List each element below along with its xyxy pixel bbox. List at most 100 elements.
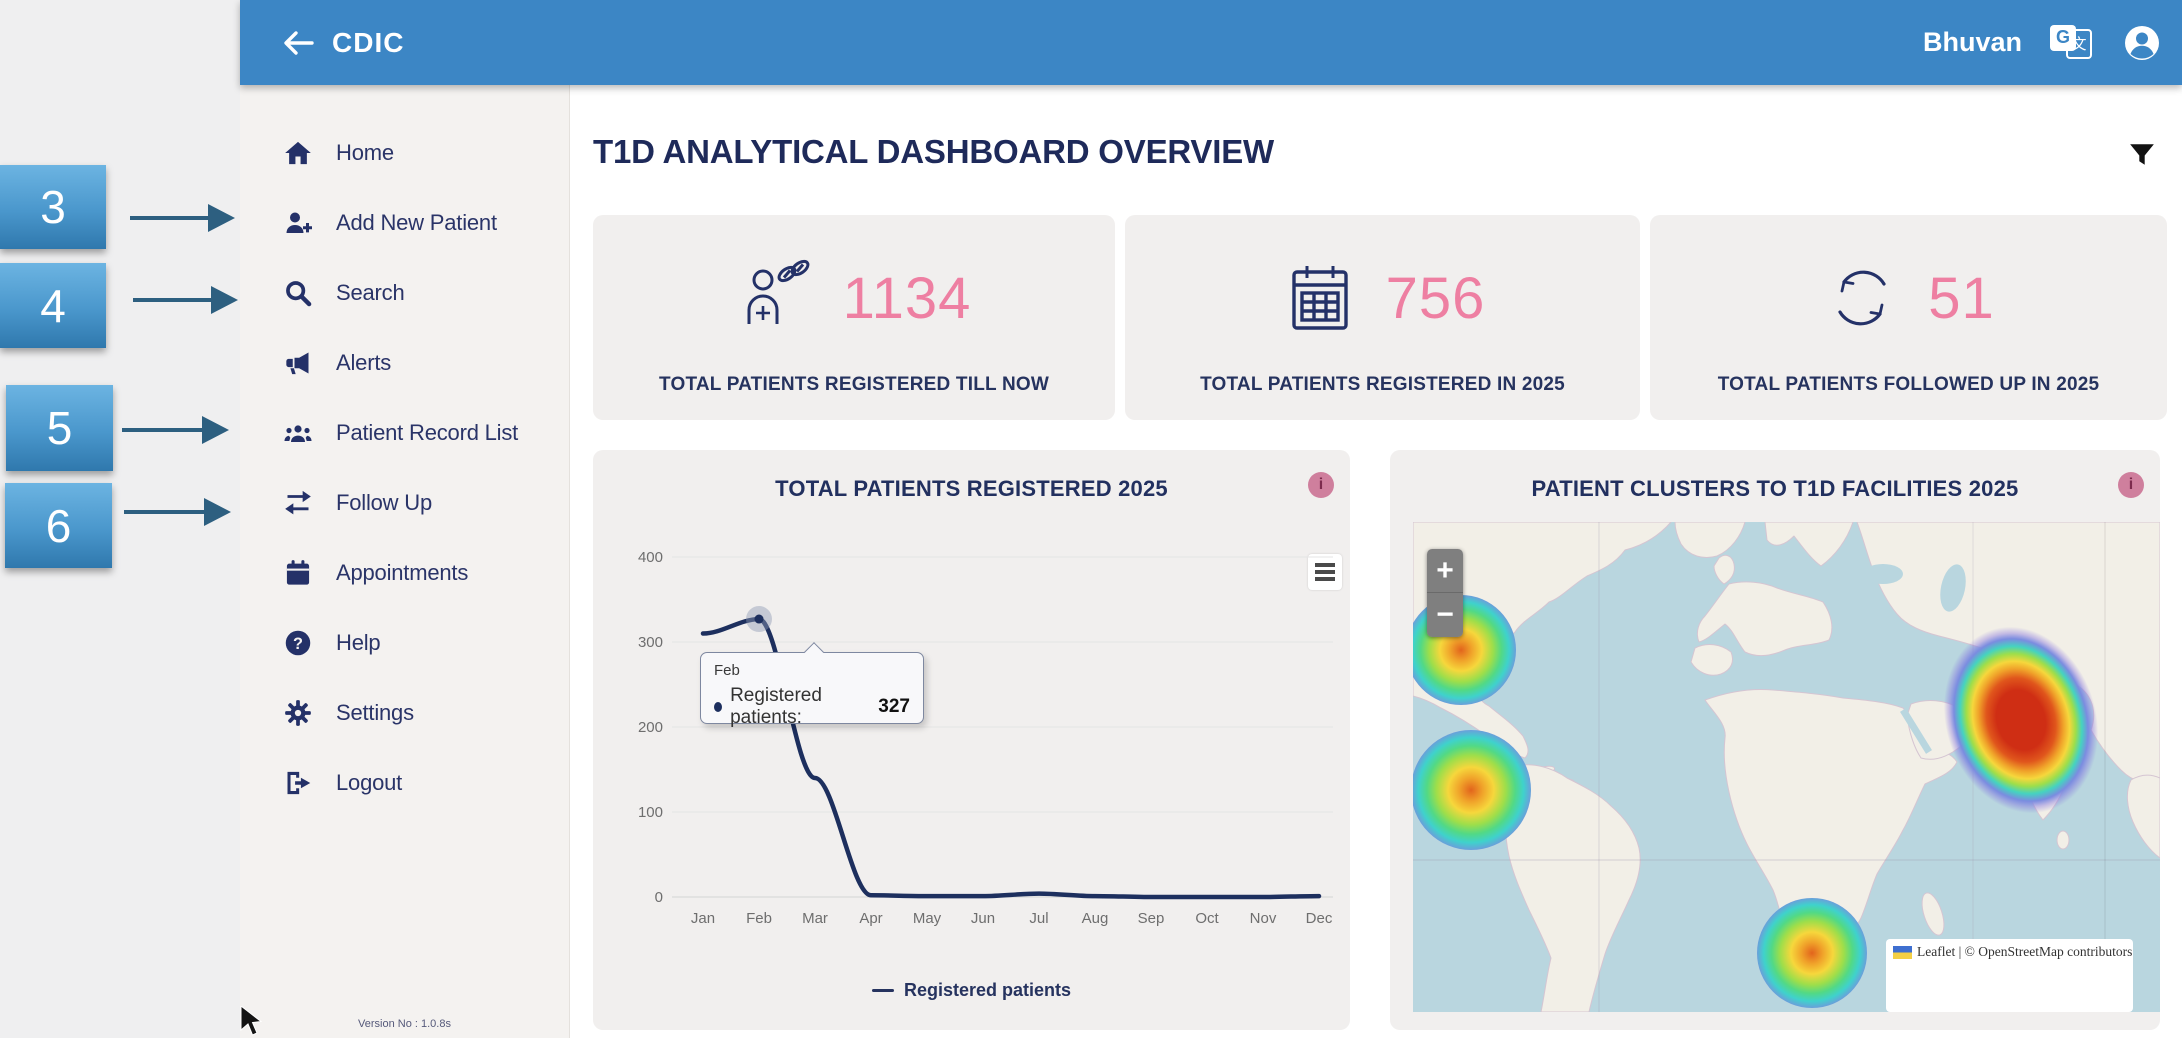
- sidebar-item-settings[interactable]: Settings: [284, 696, 414, 730]
- x-tick: Jan: [691, 910, 715, 927]
- back-button[interactable]: [278, 23, 318, 63]
- annotation-step-number: 4: [40, 279, 66, 332]
- annotation-arrow-4: [133, 286, 238, 314]
- sidebar-item-add-new-patient[interactable]: Add New Patient: [284, 206, 497, 240]
- attribution-text[interactable]: Leaflet | © OpenStreetMap contributors: [1917, 944, 2133, 959]
- stat-value: 1134: [842, 265, 972, 331]
- annotation-step-box-4: 4: [0, 263, 106, 348]
- chart-panel: TOTAL PATIENTS REGISTERED 2025 i 0 100 2…: [593, 450, 1350, 1030]
- sidebar-item-alerts[interactable]: Alerts: [284, 346, 391, 380]
- legend-label: Registered patients: [903, 980, 1072, 1000]
- sidebar-item-label: Add New Patient: [336, 210, 497, 235]
- legend-item-registered-patients[interactable]: Registered patients: [593, 980, 1350, 1001]
- gear-icon: [285, 700, 311, 726]
- leaflet-map[interactable]: + − Leaflet | © OpenStreetMap contributo…: [1413, 522, 2160, 1012]
- line-chart-plot: 0 100 200 300 400 Jan Feb Mar Apr May Ju…: [638, 549, 1333, 927]
- annotation-step-box-5: 5: [6, 385, 113, 471]
- swap-arrows-icon: [285, 490, 311, 515]
- sidebar-item-label: Home: [336, 140, 394, 165]
- stat-value: 756: [1385, 265, 1486, 331]
- account-circle-button[interactable]: [2122, 23, 2162, 63]
- annotation-step-number: 6: [45, 499, 72, 552]
- annotation-step-number: 3: [40, 181, 66, 233]
- map-panel: PATIENT CLUSTERS TO T1D FACILITIES 2025 …: [1390, 450, 2160, 1030]
- stat-card-total-registered: 1134 TOTAL PATIENTS REGISTERED TILL NOW: [593, 215, 1115, 420]
- map-title: PATIENT CLUSTERS TO T1D FACILITIES 2025: [1531, 476, 2019, 501]
- sidebar-item-label: Search: [336, 280, 405, 305]
- chart-tooltip: Feb Registered patients: 327: [700, 642, 924, 728]
- zoom-out-button[interactable]: −: [1427, 593, 1463, 637]
- sidebar-nav: Home Add New Patient Search: [240, 85, 570, 1038]
- top-app-bar: CDIC Bhuvan 文 G: [240, 0, 2182, 85]
- map-attribution: Leaflet | © OpenStreetMap contributors: [1886, 939, 2133, 1012]
- annotation-arrow-5: [122, 416, 229, 444]
- mouse-cursor: [240, 1006, 263, 1036]
- sidebar-item-appointments[interactable]: Appointments: [284, 556, 468, 590]
- x-tick: Mar: [802, 910, 828, 927]
- x-tick: Dec: [1306, 910, 1333, 927]
- svg-text:?: ?: [293, 635, 303, 653]
- version-label: Version No : 1.0.8s: [358, 1018, 451, 1030]
- sidebar-item-label: Alerts: [336, 350, 392, 375]
- x-tick: Nov: [1250, 910, 1277, 927]
- y-tick: 400: [638, 549, 663, 566]
- x-tick: Apr: [859, 910, 882, 927]
- zoom-in-button[interactable]: +: [1427, 549, 1463, 593]
- stat-card-registered-2025: 756 TOTAL PATIENTS REGISTERED IN 2025: [1125, 215, 1640, 420]
- arrow-left-icon: [284, 30, 314, 55]
- sidebar-item-search[interactable]: Search: [284, 276, 405, 310]
- x-tick: May: [913, 910, 942, 927]
- sidebar-item-help[interactable]: ? Help: [284, 626, 381, 660]
- chart-info-icon[interactable]: i: [1308, 472, 1334, 498]
- annotation-arrow-3: [130, 204, 235, 232]
- tooltip-series-bullet: [714, 702, 723, 712]
- map-zoom-control: + −: [1427, 549, 1463, 637]
- stat-label: TOTAL PATIENTS REGISTERED TILL NOW: [659, 374, 1049, 395]
- main-content: T1D ANALYTICAL DASHBOARD OVERVIEW: [570, 85, 2182, 1038]
- person-add-icon: [286, 212, 312, 233]
- chart-menu-button[interactable]: [1308, 554, 1342, 590]
- app-window: CDIC Bhuvan 文 G Home: [240, 0, 2182, 1038]
- app-title: CDIC: [332, 26, 405, 58]
- page-title: T1D ANALYTICAL DASHBOARD OVERVIEW: [593, 133, 1274, 170]
- filter-button[interactable]: [2128, 141, 2158, 171]
- stat-card-followed-up-2025: 51 TOTAL PATIENTS FOLLOWED UP IN 2025: [1650, 215, 2167, 420]
- hover-point: [754, 614, 764, 624]
- legend-marker: [871, 988, 894, 993]
- translate-button[interactable]: 文 G: [2050, 24, 2094, 61]
- sidebar-item-patient-record-list[interactable]: Patient Record List: [284, 416, 518, 450]
- people-icon: [284, 425, 312, 442]
- tooltip-value: 327: [878, 696, 910, 717]
- annotation-arrow-6: [124, 498, 231, 526]
- stat-value: 51: [1928, 265, 1995, 331]
- x-tick: Aug: [1082, 910, 1109, 927]
- sidebar-item-home[interactable]: Home: [284, 136, 394, 170]
- annotation-step-number: 5: [46, 402, 73, 454]
- sidebar-item-label: Patient Record List: [336, 420, 519, 445]
- annotation-step-box-6: 6: [5, 483, 112, 568]
- help-icon: ?: [285, 630, 311, 656]
- map-info-icon[interactable]: i: [2118, 472, 2144, 498]
- y-tick: 100: [638, 804, 663, 821]
- sidebar-item-follow-up[interactable]: Follow Up: [284, 486, 432, 520]
- tooltip-category: Feb: [714, 662, 740, 679]
- stat-label: TOTAL PATIENTS FOLLOWED UP IN 2025: [1717, 374, 2100, 395]
- tooltip-series-label: Registered patients:: [730, 685, 822, 728]
- calendar-icon: [286, 560, 310, 585]
- x-tick: Jun: [971, 910, 995, 927]
- home-icon: [285, 141, 311, 165]
- megaphone-icon: [286, 352, 309, 375]
- sidebar-item-label: Settings: [336, 700, 414, 725]
- x-tick: Oct: [1195, 910, 1219, 927]
- ukraine-flag-icon: [1893, 945, 1912, 959]
- x-tick: Sep: [1138, 910, 1165, 927]
- series-line: [700, 616, 1322, 900]
- y-tick: 200: [638, 719, 663, 736]
- username-label: Bhuvan: [1922, 27, 2022, 57]
- filter-funnel-icon: [2130, 144, 2154, 165]
- sidebar-item-label: Appointments: [336, 560, 469, 585]
- calendar-grid-icon: [1291, 266, 1348, 330]
- sidebar-item-label: Follow Up: [336, 490, 433, 515]
- sidebar-item-logout[interactable]: Logout: [284, 766, 402, 800]
